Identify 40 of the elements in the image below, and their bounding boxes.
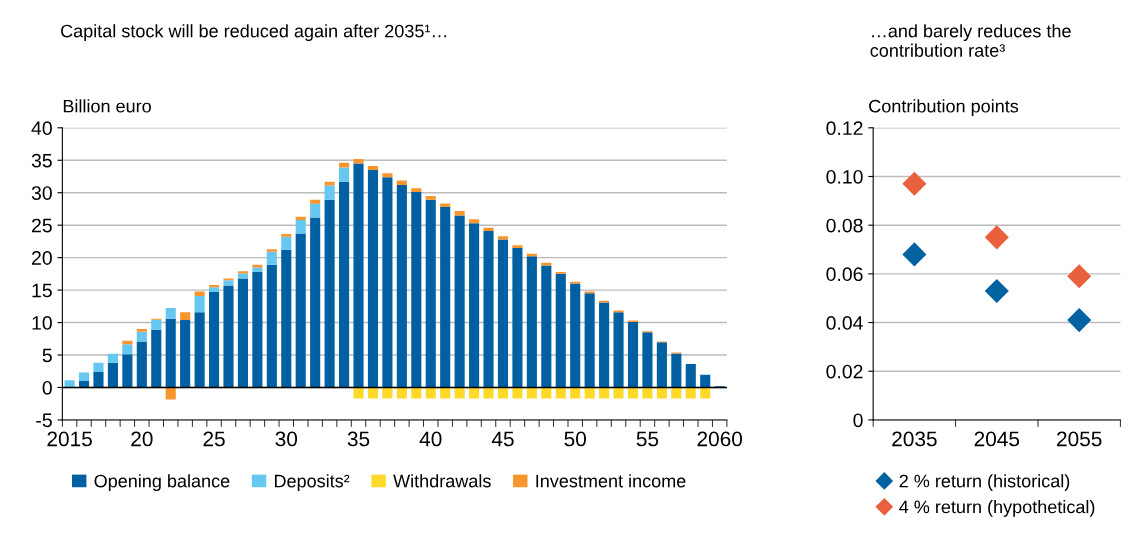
legend-label: Deposits² <box>274 474 350 491</box>
y-tick-label: 0.12 <box>826 121 863 136</box>
x-tick-label: 50 <box>564 431 586 447</box>
x-tick-label: 2015 <box>47 431 92 447</box>
x-tick-label: 2045 <box>974 431 1020 447</box>
x-tick-label: 40 <box>419 431 442 447</box>
legend-label: 4 % return (hypothetical) <box>899 500 1095 517</box>
y-tick-label: -5 <box>36 413 52 428</box>
y-tick-label: 35 <box>31 153 52 168</box>
chart-title: …and barely reduces the contribution rate³ <box>870 24 1071 57</box>
x-tick-label: 45 <box>491 431 514 447</box>
legend-label: Opening balance <box>94 474 230 491</box>
y-axis-title: Billion euro <box>63 99 151 113</box>
y-tick-label: 0 <box>853 413 863 428</box>
y-tick-label: 0.04 <box>826 316 863 330</box>
x-tick-label: 2035 <box>892 431 937 447</box>
y-tick-label: 40 <box>31 121 52 136</box>
y-tick-label: 30 <box>31 186 52 200</box>
y-tick-label: 0.08 <box>826 218 863 233</box>
x-tick-label: 55 <box>636 431 659 447</box>
y-tick-label: 10 <box>32 316 52 330</box>
x-tick-label: 30 <box>275 431 298 447</box>
x-tick-label: 35 <box>347 431 370 447</box>
x-tick-label: 20 <box>131 431 153 447</box>
y-tick-label: 0.10 <box>826 169 863 184</box>
x-tick-label: 25 <box>203 431 225 447</box>
y-tick-label: 0.02 <box>826 364 863 379</box>
x-tick-label: 2060 <box>697 431 743 447</box>
y-tick-label: 5 <box>42 348 52 363</box>
x-tick-label: 2055 <box>1057 431 1102 447</box>
legend-label: Withdrawals <box>393 474 491 488</box>
y-tick-label: 25 <box>32 218 52 233</box>
legend-label: Investment income <box>536 474 686 488</box>
chart-title: Capital stock will be reduced again after 2035¹… <box>61 24 447 41</box>
y-axis-title: Contribution points <box>869 99 1019 117</box>
y-tick-label: 15 <box>32 283 52 298</box>
legend-label: 2 % return (historical) <box>899 474 1070 491</box>
y-tick-label: 20 <box>32 251 52 265</box>
y-tick-label: 0 <box>42 380 52 395</box>
y-tick-label: 0.06 <box>826 267 863 282</box>
